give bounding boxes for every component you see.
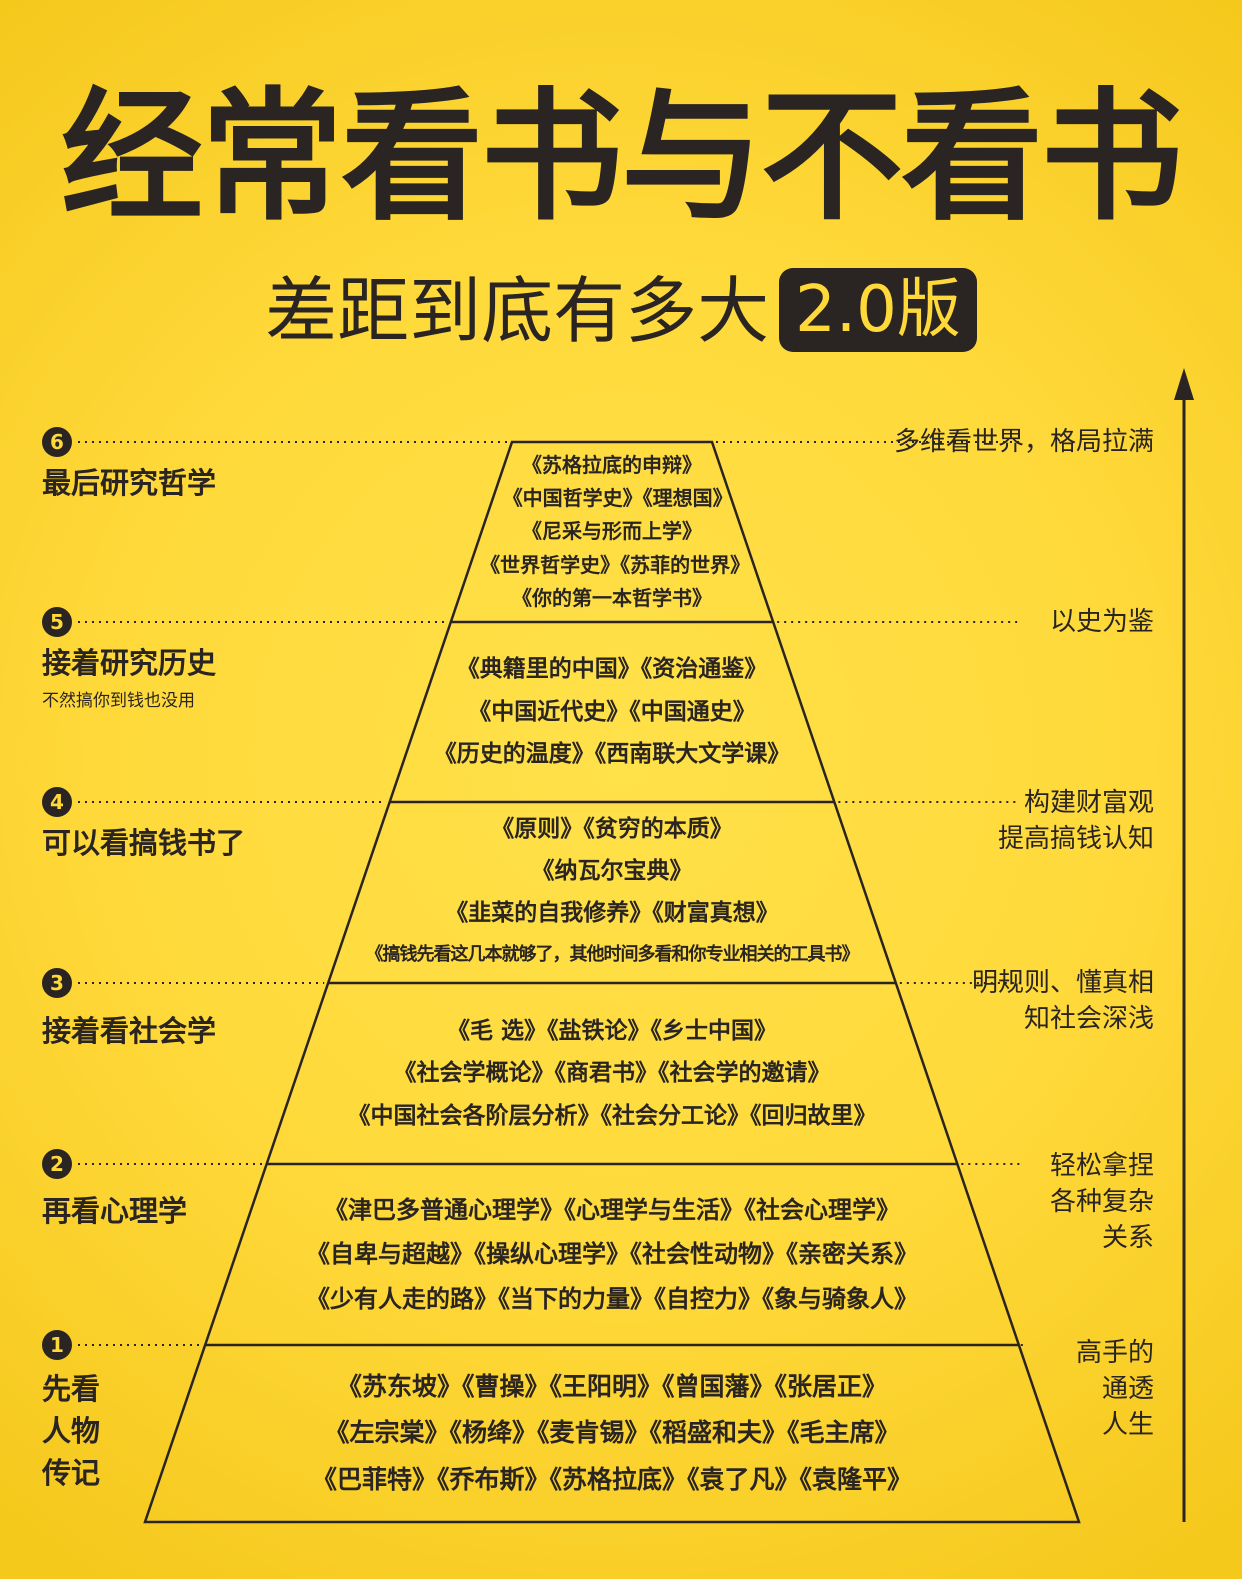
book-title-line: 《中国近代史》《中国通史》: [468, 698, 756, 725]
book-title-line: 《苏东坡》《曹操》《王阳明》《曾国藩》《张居正》: [336, 1372, 887, 1402]
book-title-line: 《韭菜的自我修养》《财富真想》: [445, 899, 779, 926]
level-description: 高手的 通透 人生: [1075, 1338, 1154, 1440]
progress-arrow-head: [1174, 368, 1194, 400]
book-title-line: 《中国哲学史》《理想国》: [502, 486, 733, 511]
subtitle: 差距到底有多大: [265, 269, 770, 353]
level-description: 以史为鉴: [1049, 607, 1154, 637]
book-title-line: 《左宗棠》《杨绛》《麦肯锡》《稻盛和夫》《毛主席》: [324, 1418, 900, 1448]
pyramid-outline: [143, 440, 1081, 1524]
level-number-badge: 6: [42, 427, 72, 457]
book-title-line: 《典籍里的中国》《资治通鉴》: [456, 656, 768, 683]
main-title: 经常看书与不看书: [61, 75, 1183, 240]
level-number-badge: 5: [42, 607, 72, 637]
book-title-line: 《自卑与超越》《操纵心理学》《社会性动物》《亲密关系》: [305, 1240, 918, 1269]
level-number-badge: 2: [42, 1149, 72, 1179]
book-title-line: 《你的第一本哲学书》: [511, 585, 712, 610]
book-title-line: 《历史的温度》《西南联大文学课》: [433, 741, 791, 768]
level-number-badge: 3: [42, 968, 72, 998]
level-description: 明规则、懂真相 知社会深浅: [971, 968, 1154, 1034]
level-label: 最后研究哲学: [42, 466, 217, 500]
level-label: 再看心理学: [42, 1194, 188, 1228]
book-title-line: 《少有人走的路》《当下的力量》《自控力》《象与骑象人》: [305, 1284, 918, 1313]
version-badge: 2.0版: [779, 268, 977, 352]
level-number-badge: 1: [42, 1330, 72, 1360]
book-title-line: 《尼采与形而上学》: [521, 519, 702, 544]
subtitle-row: 差距到底有多大 2.0版: [0, 268, 1242, 354]
book-title-line: 《毛 选》《盐铁论》《乡士中国》: [446, 1017, 777, 1044]
level-number-badge: 4: [42, 787, 72, 817]
level-label: 接着研究历史: [42, 646, 217, 680]
level-label: 接着看社会学: [42, 1014, 217, 1048]
book-title-line: 《社会学概论》《商君书》《社会学的邀请》: [393, 1060, 831, 1087]
book-title-line: 《津巴多普通心理学》《心理学与生活》《社会心理学》: [323, 1195, 900, 1224]
level-label: 先看 人物 传记: [42, 1372, 101, 1490]
level-description: 轻松拿捏 各种复杂 关系: [1049, 1151, 1154, 1253]
level-description: 多维看世界，格局拉满: [893, 427, 1154, 457]
level-description: 构建财富观 提高搞钱认知: [997, 788, 1154, 854]
book-title-line: 《搞钱先看这几本就够了，其他时间多看和你专业相关的工具书》: [365, 944, 859, 966]
book-title-line: 《中国社会各阶层分析》《社会分工论》《回归故里》: [347, 1102, 877, 1129]
book-title-line: 《苏格拉底的申辩》: [521, 453, 702, 477]
level-label: 可以看搞钱书了: [42, 826, 246, 860]
book-title-line: 《原则》《贫穷的本质》: [491, 816, 733, 842]
level-sublabel: 不然搞你到钱也没用: [42, 691, 195, 711]
book-title-line: 《世界哲学史》《苏菲的世界》: [480, 552, 751, 577]
book-title-line: 《纳瓦尔宝典》: [531, 857, 693, 884]
book-title-line: 《巴菲特》《乔布斯》《苏格拉底》《袁了凡》《袁隆平》: [311, 1464, 912, 1494]
